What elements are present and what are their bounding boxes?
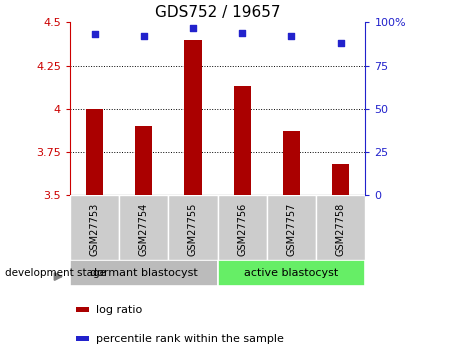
Bar [70,260,217,286]
Point [288,33,295,39]
Bar [184,40,202,195]
Bar [70,195,119,260]
Bar [86,109,103,195]
Point [140,33,147,39]
Bar [119,195,168,260]
Point [337,40,344,46]
Bar [217,260,365,286]
Bar [267,195,316,260]
Title: GDS752 / 19657: GDS752 / 19657 [155,5,281,20]
Bar [76,336,89,341]
Bar [316,195,365,260]
Bar [135,126,152,195]
Text: GSM27755: GSM27755 [188,203,198,256]
Text: GSM27753: GSM27753 [89,203,100,256]
Text: dormant blastocyst: dormant blastocyst [90,268,198,278]
Text: GSM27758: GSM27758 [336,203,346,256]
Bar [332,164,350,195]
Text: GSM27754: GSM27754 [139,203,149,256]
Point [239,30,246,36]
Bar [76,307,89,313]
Bar [234,86,251,195]
Text: log ratio: log ratio [97,305,143,315]
Point [91,32,98,37]
Text: percentile rank within the sample: percentile rank within the sample [97,334,285,344]
Text: development stage: development stage [5,268,106,278]
Text: GSM27756: GSM27756 [237,203,247,256]
Bar [217,195,267,260]
Text: active blastocyst: active blastocyst [244,268,339,278]
Point [189,25,197,30]
Bar [283,131,300,195]
Text: GSM27757: GSM27757 [286,203,296,256]
Bar [168,195,217,260]
